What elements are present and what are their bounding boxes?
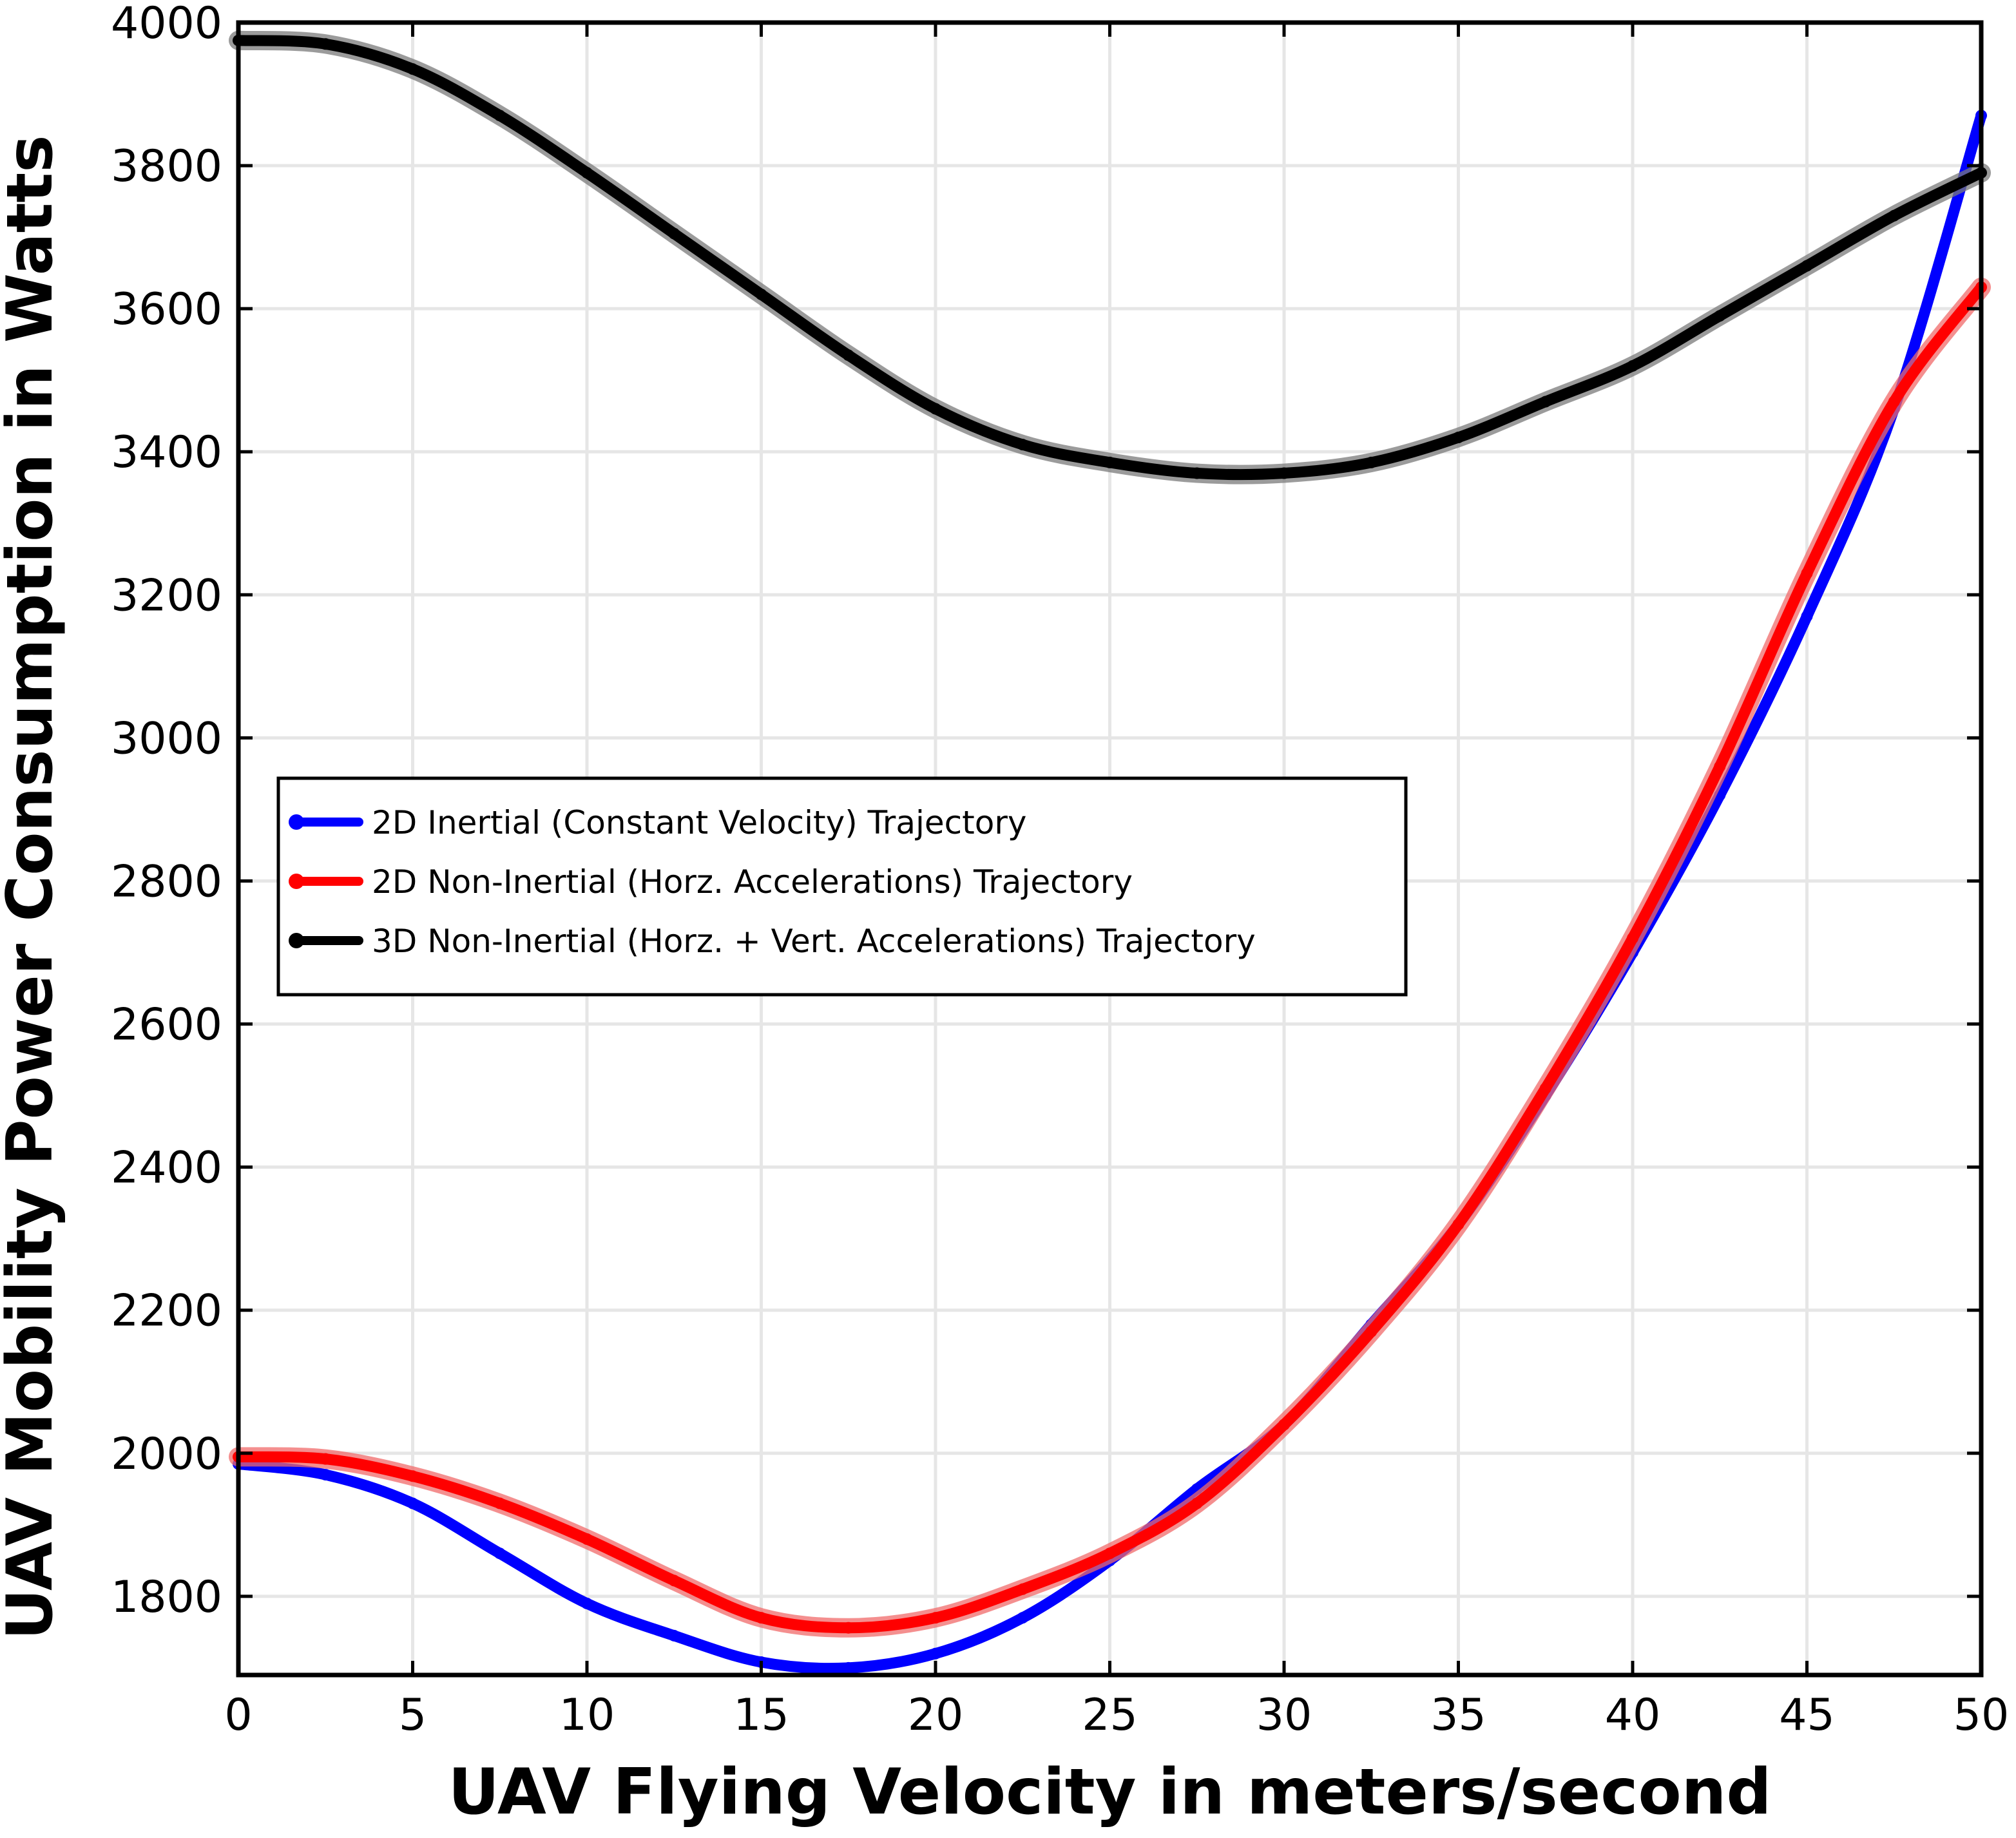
legend-label: 2D Non-Inertial (Horz. Accelerations) Tr… xyxy=(372,863,1133,901)
data-point xyxy=(1452,432,1464,444)
y-tick-label: 2400 xyxy=(111,1143,222,1194)
data-point xyxy=(407,1497,419,1509)
data-point xyxy=(930,1612,941,1624)
x-tick-label: 30 xyxy=(1256,1690,1312,1741)
data-point xyxy=(494,110,506,122)
legend-item: 3D Non-Inertial (Horz. + Vert. Accelerat… xyxy=(289,923,1256,960)
x-tick-label: 50 xyxy=(1954,1690,2010,1741)
y-tick-label: 4000 xyxy=(111,0,222,49)
y-tick-label: 2800 xyxy=(111,856,222,907)
data-point xyxy=(1452,1218,1464,1230)
legend-swatch-marker xyxy=(289,874,304,889)
data-point xyxy=(581,167,593,179)
data-point xyxy=(1017,1583,1029,1595)
y-tick-label: 3200 xyxy=(111,570,222,621)
data-point xyxy=(407,63,419,75)
y-tick-label: 3600 xyxy=(111,284,222,335)
y-axis-label: UAV Mobility Power Consumption in Watts xyxy=(0,135,67,1640)
data-point xyxy=(1801,568,1813,579)
x-tick-label: 25 xyxy=(1082,1690,1138,1741)
data-point xyxy=(407,1470,419,1482)
data-point xyxy=(1104,1547,1116,1560)
y-tick-label: 2600 xyxy=(111,1000,222,1051)
y-tick-label: 2200 xyxy=(111,1286,222,1337)
data-point xyxy=(1888,396,1900,408)
legend-swatch-marker xyxy=(289,814,304,830)
legend-label: 2D Inertial (Constant Velocity) Trajecto… xyxy=(372,804,1026,841)
y-tick-label: 3000 xyxy=(111,713,222,764)
legend-swatch-marker xyxy=(289,933,304,948)
y-tick-label: 2000 xyxy=(111,1429,222,1480)
data-point xyxy=(668,1629,680,1642)
tick-layer: 0 5 10 15 20 25 30 35 40 45 50 1800 2000 2200 2400 2600… xyxy=(111,0,2009,1741)
data-point xyxy=(1627,359,1638,372)
data-point xyxy=(494,1547,506,1560)
series-2 xyxy=(229,277,1991,1638)
data-point xyxy=(930,1647,941,1660)
series-line xyxy=(233,282,1987,1634)
data-point xyxy=(494,1497,506,1509)
data-point xyxy=(1888,209,1900,222)
data-point xyxy=(1801,260,1813,272)
x-tick-label: 10 xyxy=(559,1690,615,1741)
x-tick-label: 45 xyxy=(1779,1690,1835,1741)
data-point xyxy=(1191,467,1203,479)
data-point xyxy=(668,227,680,240)
x-tick-label: 15 xyxy=(733,1690,789,1741)
data-point xyxy=(1801,610,1813,622)
y-tick-label: 1800 xyxy=(111,1572,222,1623)
y-tick-label: 3800 xyxy=(111,141,222,192)
series-layer xyxy=(229,30,1991,1674)
data-point xyxy=(842,1661,854,1674)
series-3 xyxy=(229,30,1991,484)
x-tick-label: 35 xyxy=(1430,1690,1486,1741)
data-point xyxy=(1104,456,1116,468)
data-point xyxy=(1017,1612,1029,1624)
legend-item: 2D Non-Inertial (Horz. Accelerations) Tr… xyxy=(289,863,1133,901)
data-point xyxy=(755,288,767,300)
data-point xyxy=(320,1453,332,1465)
legend-label: 3D Non-Inertial (Horz. + Vert. Accelerat… xyxy=(372,923,1256,960)
y-tick-label: 3400 xyxy=(111,427,222,478)
data-point xyxy=(668,1575,680,1587)
data-point xyxy=(581,1533,593,1546)
x-axis-label: UAV Flying Velocity in meters/second xyxy=(448,1756,1771,1829)
data-point xyxy=(1539,396,1551,408)
x-tick-label: 40 xyxy=(1605,1690,1661,1741)
data-point xyxy=(320,1469,332,1481)
data-point xyxy=(842,349,854,361)
legend-item: 2D Inertial (Constant Velocity) Trajecto… xyxy=(289,804,1026,841)
data-point xyxy=(1278,467,1290,479)
data-point xyxy=(1365,1326,1378,1338)
legend-box xyxy=(276,776,1408,997)
data-point xyxy=(1365,456,1378,468)
data-point xyxy=(930,403,941,415)
data-point xyxy=(1539,1082,1551,1095)
data-point xyxy=(1714,310,1726,322)
legend: 2D Inertial (Constant Velocity) Trajecto… xyxy=(276,776,1408,997)
data-point xyxy=(581,1597,593,1609)
data-point xyxy=(1017,439,1029,451)
data-point xyxy=(842,1622,854,1634)
x-tick-label: 20 xyxy=(908,1690,964,1741)
data-point xyxy=(1627,932,1638,944)
data-point xyxy=(320,38,332,50)
data-point xyxy=(1191,1497,1203,1509)
x-tick-label: 5 xyxy=(399,1690,427,1741)
data-point xyxy=(755,1612,767,1624)
data-point xyxy=(1278,1419,1290,1431)
x-tick-label: 0 xyxy=(224,1690,252,1741)
data-point xyxy=(1714,760,1726,772)
